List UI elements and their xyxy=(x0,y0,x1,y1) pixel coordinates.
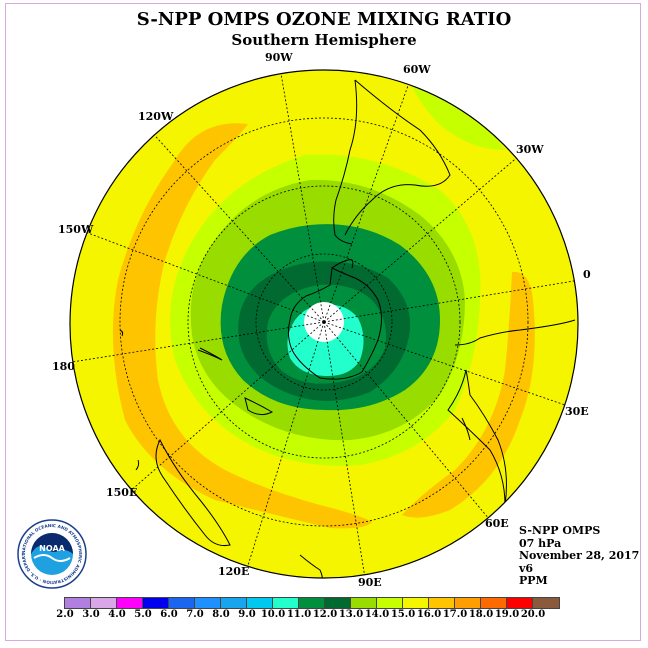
australia-coast xyxy=(155,438,231,546)
colorbar-cell xyxy=(169,598,195,608)
colorbar-tick-label: 12.0 xyxy=(312,609,338,620)
colorbar-tick-label: 19.0 xyxy=(494,609,520,620)
colorbar-cell xyxy=(325,598,351,608)
colorbar-tick-label: 16.0 xyxy=(416,609,442,620)
colorbar-tick-label: 6.0 xyxy=(160,609,178,620)
colorbar-cell xyxy=(221,598,247,608)
colorbar-cell xyxy=(195,598,221,608)
ozone-lime-fringe xyxy=(410,82,505,150)
colorbar-cell xyxy=(507,598,533,608)
colorbar-tick-label: 8.0 xyxy=(212,609,230,620)
colorbar-tick-label: 15.0 xyxy=(390,609,416,620)
colorbar-cell xyxy=(429,598,455,608)
info-block: S-NPP OMPS 07 hPa November 28, 2017 v6 P… xyxy=(519,524,640,588)
info-units: PPM xyxy=(519,574,548,588)
colorbar-cell xyxy=(455,598,481,608)
colorbar-cell xyxy=(377,598,403,608)
figure-frame xyxy=(5,3,641,641)
lon-label-180: 180 xyxy=(52,360,75,373)
colorbar-cell xyxy=(273,598,299,608)
info-level: 07 hPa xyxy=(519,536,562,550)
colorbar-cell xyxy=(533,598,559,608)
logo-text: NOAA xyxy=(39,544,65,553)
info-version: v6 xyxy=(519,561,534,575)
colorbar xyxy=(64,597,560,609)
colorbar-cell xyxy=(299,598,325,608)
page-subtitle: Southern Hemisphere xyxy=(231,31,417,49)
colorbar-tick-label: 3.0 xyxy=(82,609,100,620)
lon-label-30e: 30E xyxy=(565,405,589,418)
colorbar-cell xyxy=(65,598,91,608)
lon-label-150w: 150W xyxy=(58,223,94,236)
page-title: S-NPP OMPS OZONE MIXING RATIO xyxy=(136,9,512,30)
colorbar-cell xyxy=(351,598,377,608)
lon-label-0: 0 xyxy=(583,268,591,281)
colorbar-tick-label: 2.0 xyxy=(56,609,74,620)
south-pole-marker xyxy=(322,320,326,324)
colorbar-cell xyxy=(91,598,117,608)
colorbar-tick-label: 11.0 xyxy=(286,609,312,620)
info-instrument: S-NPP OMPS xyxy=(519,524,601,537)
colorbar-cell xyxy=(481,598,507,608)
lon-label-60e: 60E xyxy=(485,517,509,530)
colorbar-tick-label: 7.0 xyxy=(186,609,204,620)
lon-label-120e: 120E xyxy=(218,565,250,578)
noaa-logo: NATIONAL OCEANIC AND ATMOSPHERIC ADMINIS… xyxy=(16,518,87,589)
lon-label-150e: 150E xyxy=(106,486,138,499)
ozone-high-band-east xyxy=(402,271,535,518)
lon-label-30w: 30W xyxy=(516,143,544,156)
colorbar-tick-label: 10.0 xyxy=(260,609,286,620)
colorbar-tick-label: 17.0 xyxy=(442,609,468,620)
colorbar-tick-label: 18.0 xyxy=(468,609,494,620)
map-boundary xyxy=(69,69,579,579)
colorbar-cell xyxy=(117,598,143,608)
colorbar-tick-label: 4.0 xyxy=(108,609,126,620)
ozone-high-band-west xyxy=(112,123,372,529)
colorbar-cell xyxy=(143,598,169,608)
colorbar-cell xyxy=(403,598,429,608)
lon-label-60w: 60W xyxy=(403,63,431,76)
lon-label-90w: 90W xyxy=(265,51,293,64)
info-date: November 28, 2017 xyxy=(519,549,640,563)
colorbar-cell xyxy=(247,598,273,608)
colorbar-tick-label: 5.0 xyxy=(134,609,152,620)
lon-label-120w: 120W xyxy=(138,110,174,123)
colorbar-tick-label: 13.0 xyxy=(338,609,364,620)
colorbar-tick-label: 9.0 xyxy=(238,609,256,620)
colorbar-tick-label: 20.0 xyxy=(520,609,546,620)
lon-label-90e: 90E xyxy=(358,576,382,589)
graticule xyxy=(71,70,578,578)
colorbar-tick-label: 14.0 xyxy=(364,609,390,620)
